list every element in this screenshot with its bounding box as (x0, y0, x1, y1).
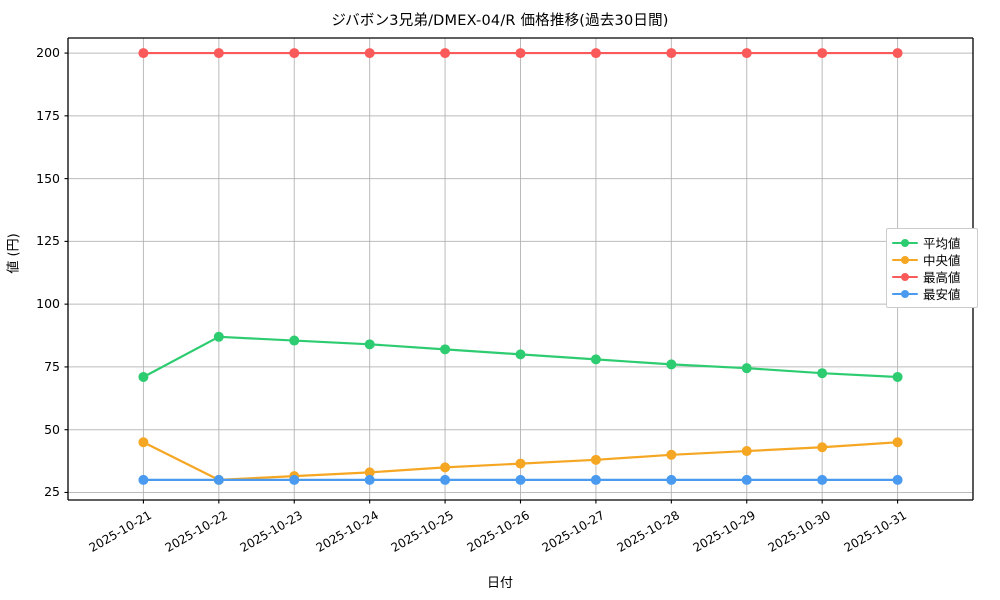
legend-label: 中央値 (923, 253, 961, 268)
data-point (741, 48, 752, 59)
x-gridlines (142, 38, 899, 500)
data-point (817, 474, 828, 485)
data-point (440, 474, 451, 485)
data-point (741, 446, 752, 457)
data-point (892, 371, 903, 382)
data-point (666, 449, 677, 460)
x-axis-label: 日付 (486, 576, 513, 591)
data-point (289, 335, 300, 346)
data-point (364, 48, 375, 59)
data-point (892, 48, 903, 59)
legend-item-3[interactable]: 最安値 (892, 285, 971, 302)
data-point (817, 442, 828, 453)
data-point (590, 354, 601, 365)
data-point (138, 474, 149, 485)
y-tick-label: 75 (44, 358, 60, 374)
legend-item-1[interactable]: 中央値 (892, 251, 971, 268)
data-point (892, 474, 903, 485)
legend-label: 最高値 (923, 270, 961, 285)
data-point (138, 437, 149, 448)
data-point (515, 349, 526, 360)
data-point (817, 368, 828, 379)
y-tick-label: 125 (36, 233, 60, 249)
y-tick-label: 150 (36, 170, 60, 186)
legend-label: 平均値 (923, 236, 961, 251)
legend-label: 最安値 (923, 287, 961, 302)
y-tick-label: 25 (44, 484, 60, 500)
data-point (741, 474, 752, 485)
data-point (289, 474, 300, 485)
series-layer (138, 48, 903, 485)
data-point (590, 454, 601, 465)
data-point (213, 331, 224, 342)
data-point (138, 48, 149, 59)
legend-marker-icon (892, 271, 918, 283)
legend-item-0[interactable]: 平均値 (892, 234, 971, 251)
y-tick-label: 175 (36, 107, 60, 123)
data-point (515, 48, 526, 59)
data-point (289, 48, 300, 59)
data-point (364, 467, 375, 478)
y-tick-label: 50 (44, 421, 60, 437)
data-point (440, 48, 451, 59)
data-point (138, 371, 149, 382)
data-point (741, 363, 752, 374)
legend-marker-icon (892, 254, 918, 266)
data-point (515, 458, 526, 469)
tick-marks (64, 52, 899, 504)
data-point (666, 359, 677, 370)
data-point (213, 474, 224, 485)
y-tick-label: 200 (36, 45, 60, 61)
data-point (666, 474, 677, 485)
y-tick-label: 100 (36, 296, 60, 312)
chart-legend: 平均値中央値最高値最安値 (886, 228, 978, 308)
data-point (590, 48, 601, 59)
y-axis-label: 値 (円) (6, 233, 22, 274)
data-point (440, 462, 451, 473)
data-point (213, 48, 224, 59)
chart-title: ジバボン3兄弟/DMEX-04/R 価格推移(過去30日間) (331, 13, 669, 29)
data-point (364, 474, 375, 485)
data-point (817, 48, 828, 59)
legend-item-2[interactable]: 最高値 (892, 268, 971, 285)
data-point (590, 474, 601, 485)
data-point (666, 48, 677, 59)
data-point (515, 474, 526, 485)
data-point (892, 437, 903, 448)
legend-marker-icon (892, 237, 918, 249)
data-point (440, 344, 451, 355)
data-point (364, 339, 375, 350)
legend-marker-icon (892, 288, 918, 300)
